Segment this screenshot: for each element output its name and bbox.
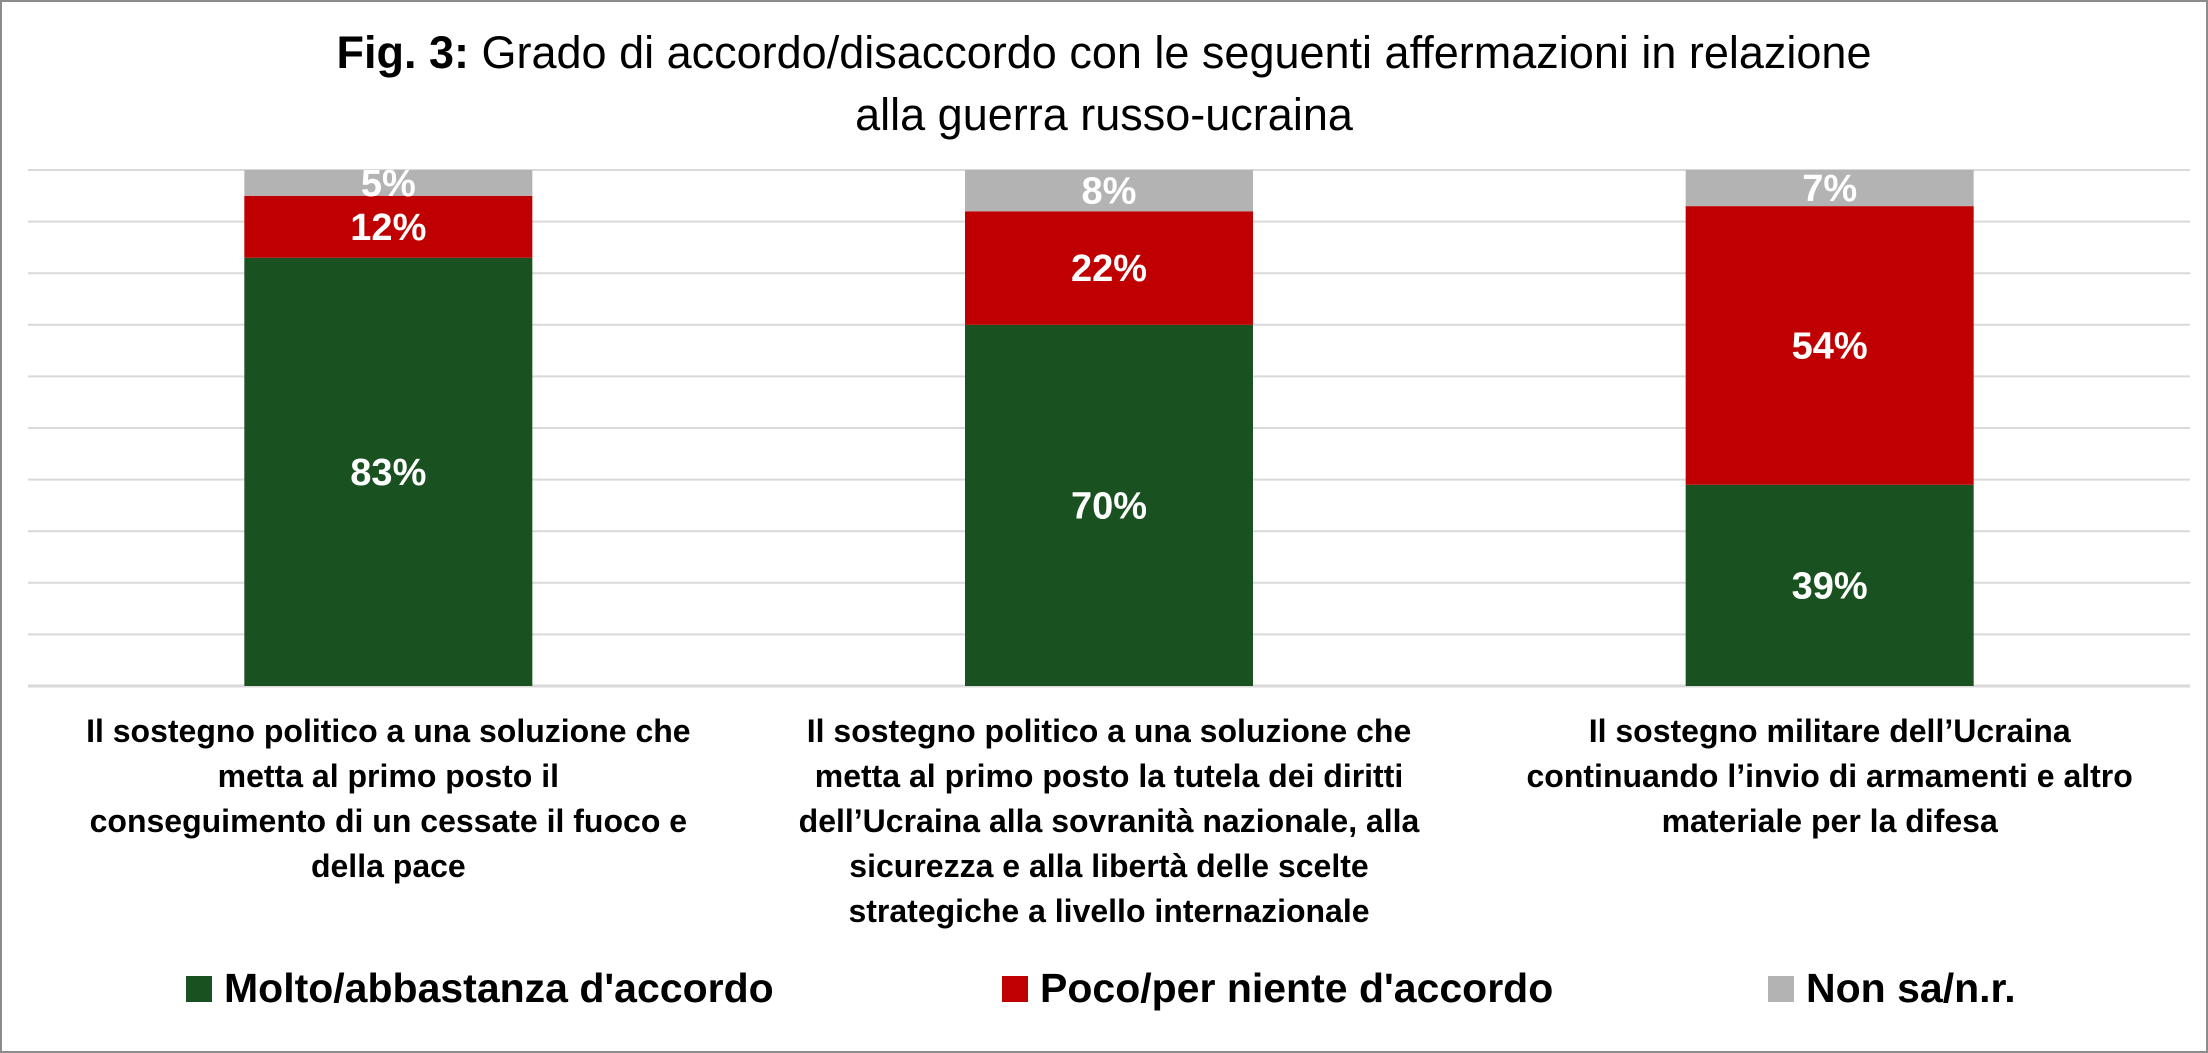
bar-segment-1-category-2 <box>965 324 1253 686</box>
stacked-bar-chart: 83% 12%5% 70% 22% 8% 39% 54% 7% <box>28 163 2190 688</box>
bar-segment-2-category-2 <box>965 211 1253 325</box>
category-label-line: Il sostegno politico a una soluzione che <box>86 713 691 749</box>
category-label-line: della pace <box>310 848 466 884</box>
bar-segment-3-category-3 <box>1685 170 1974 207</box>
data-label: 39% <box>1792 565 1868 607</box>
legend-label: Poco/per niente d'accordo <box>1040 965 1554 1011</box>
category-label-line: materiale per la difesa <box>1661 803 1998 839</box>
data-label: 83% <box>350 452 426 494</box>
category-label-line: Il sostegno militare dell’Ucraina <box>1588 713 2071 749</box>
title-prefix: Fig. 3: <box>336 27 470 78</box>
title-line-2: alla guerra russo-ucraina <box>855 89 1353 140</box>
category-label-line: continuando l’invio di armamenti e altro <box>1526 758 2133 794</box>
legend-item-3: Non sa/n.r. <box>1768 965 2016 1012</box>
bar-segment-3-category-1 <box>244 170 533 196</box>
bar-segment-2-category-3 <box>1685 206 1974 485</box>
category-label-line: dell’Ucraina alla sovranità nazionale, a… <box>798 803 1420 839</box>
category-label-line: metta al primo posto il <box>217 758 560 794</box>
category-label-2: Il sostegno politico a una soluzione che… <box>769 709 1449 934</box>
category-label-line: metta al primo posto la tutela dei dirit… <box>814 758 1404 794</box>
legend-label: Molto/abbastanza d'accordo <box>224 965 774 1011</box>
data-label: 12% <box>350 207 426 249</box>
bar-segment-1-category-1 <box>244 257 533 686</box>
legend-item-2: Poco/per niente d'accordo <box>1002 965 1553 1012</box>
category-label-line: strategiche a livello internazionale <box>848 893 1370 929</box>
legend-item-1: Molto/abbastanza d'accordo <box>186 965 774 1012</box>
category-label-1: Il sostegno politico a una soluzione che… <box>48 709 728 889</box>
legend-swatch <box>186 975 212 1002</box>
data-label: 70% <box>1071 485 1147 527</box>
data-label: 8% <box>1082 171 1137 213</box>
data-label: 54% <box>1792 325 1868 367</box>
category-label-line: sicurezza e alla libertà delle scelte <box>849 848 1369 884</box>
chart-title: Fig. 3: Grado di accordo/disaccordo con … <box>0 22 2208 146</box>
category-label-line: Il sostegno politico a una soluzione che <box>806 713 1412 749</box>
bar-segment-2-category-1 <box>244 195 533 258</box>
bar-segment-1-category-3 <box>1685 484 1974 686</box>
legend-swatch <box>1002 975 1028 1002</box>
data-label: 22% <box>1071 248 1147 290</box>
category-label-line: conseguimento di un cessate il fuoco e <box>89 803 688 839</box>
category-label-3: Il sostegno militare dell’Ucraina continu… <box>1490 709 2170 844</box>
data-label: 7% <box>1802 168 1857 210</box>
data-label: 5% <box>361 163 416 205</box>
title-line-1: Grado di accordo/disaccordo con le segue… <box>481 27 1872 78</box>
legend-swatch <box>1768 975 1794 1002</box>
bar-segment-3-category-2 <box>965 170 1253 212</box>
legend-label: Non sa/n.r. <box>1806 965 2016 1011</box>
legend: Molto/abbastanza d'accordo Poco/per nient… <box>0 965 2208 1025</box>
